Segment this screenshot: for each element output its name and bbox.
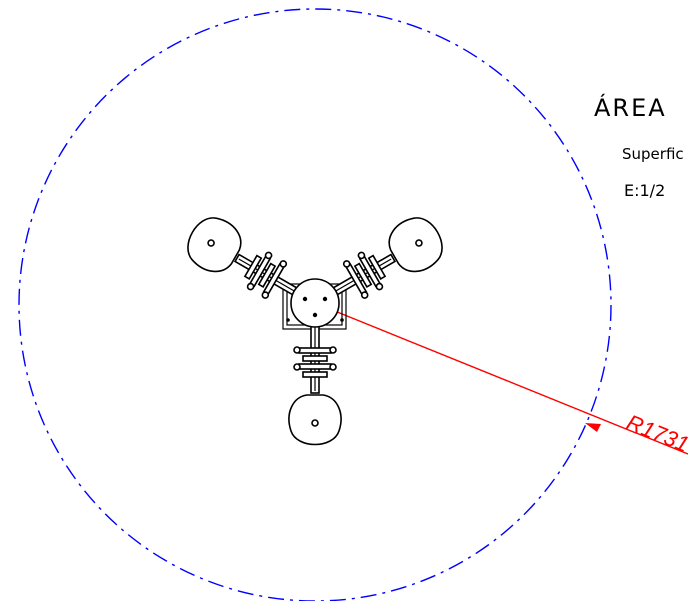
clamp-set: [243, 251, 288, 299]
area-title: ÁREA: [594, 93, 667, 122]
radius-dimension-arrowhead: [585, 423, 601, 432]
hub-bolt: [302, 296, 308, 302]
carousel-equipment: [187, 217, 443, 446]
arm-lower: [288, 322, 342, 446]
arm-upper-right: [329, 217, 443, 299]
seat-hole: [415, 239, 423, 247]
radius-dimension: R1731: [314, 302, 688, 457]
hub-bolt: [322, 296, 328, 302]
clamp-set: [293, 346, 337, 378]
safety-zone-circle: [18, 8, 612, 601]
clamp-set: [342, 251, 387, 299]
seat-hole: [311, 419, 319, 427]
scale-label: E:1/2: [624, 181, 665, 200]
plate-bolt: [286, 318, 290, 322]
arm-upper-left: [187, 217, 301, 299]
radius-dimension-label: R1731: [623, 409, 688, 456]
plate-bolt: [340, 318, 344, 322]
radius-dimension-line: [314, 302, 688, 455]
surface-subtitle: Superfic: [622, 145, 684, 163]
central-hub: [290, 278, 340, 328]
seat-hole: [207, 239, 215, 247]
hub-bolt: [312, 312, 318, 318]
